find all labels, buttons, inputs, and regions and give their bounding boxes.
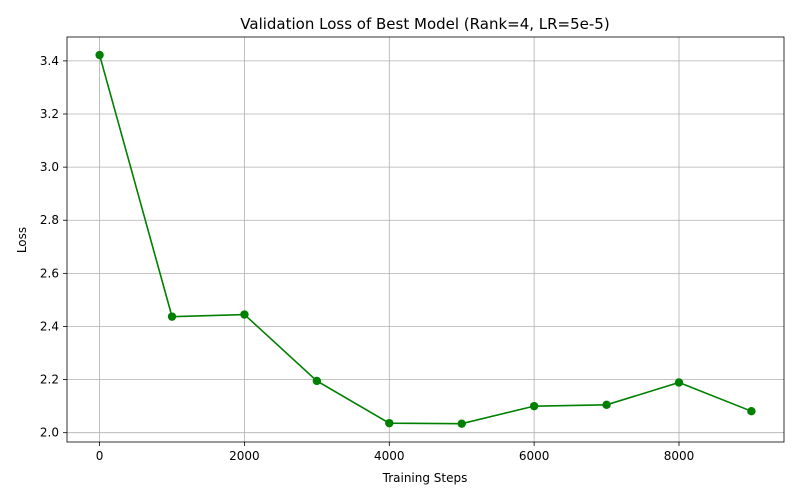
x-tick-label: 0	[96, 449, 104, 463]
x-tick-label: 8000	[664, 449, 695, 463]
data-point	[457, 419, 466, 428]
series-line	[98, 54, 752, 425]
x-tick-label: 4000	[374, 449, 405, 463]
data-point	[747, 406, 756, 416]
y-tick-label: 3.4	[40, 54, 59, 68]
y-tick-label: 2.4	[40, 319, 59, 333]
plot-frame	[66, 36, 785, 443]
data-point	[529, 401, 539, 411]
y-tick-label: 3.2	[40, 107, 59, 121]
data-point	[602, 400, 611, 410]
x-axis-label: Training Steps	[382, 471, 468, 485]
axes: 0 2000 4000 6000 8000 2.0 2.2 2.4 2.6 2.8 3.0 3.2 3.…	[40, 36, 785, 463]
y-tick-label: 2.6	[40, 266, 59, 280]
y-tick-label: 3.0	[40, 160, 59, 174]
data-point	[167, 312, 177, 321]
grid	[67, 37, 784, 442]
y-tick-label: 2.8	[40, 213, 59, 227]
data-point	[674, 378, 684, 387]
data-point	[95, 50, 104, 60]
data-point	[385, 418, 394, 428]
data-point	[312, 376, 322, 386]
y-tick-label: 2.2	[40, 373, 59, 387]
data-point	[240, 310, 249, 319]
series-layer	[95, 50, 756, 428]
chart-title: Validation Loss of Best Model (Rank=4, L…	[240, 15, 609, 33]
x-tick-label: 6000	[519, 449, 550, 463]
y-tick-label: 2.0	[40, 426, 59, 440]
x-tick-label: 2000	[229, 449, 260, 463]
y-axis-label: Loss	[15, 227, 29, 253]
